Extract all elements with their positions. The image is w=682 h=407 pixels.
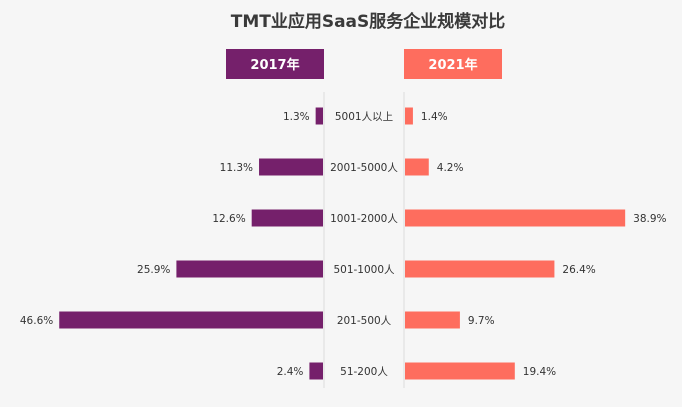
value-label-2021-1: 4.2% (437, 162, 464, 174)
legend-header-2017 (226, 49, 324, 79)
bar-2017-3 (176, 260, 323, 278)
bar-2017-5 (309, 362, 323, 380)
value-label-2021-0: 1.4% (421, 111, 448, 123)
value-label-2017-5: 2.4% (277, 366, 304, 378)
bar-2021-0 (405, 107, 413, 125)
legend-label-2017: 2017年 (250, 57, 299, 73)
category-label-2: 1001-2000人 (330, 213, 398, 225)
value-label-2017-1: 11.3% (220, 162, 253, 174)
category-label-1: 2001-5000人 (330, 162, 398, 174)
category-label-4: 201-500人 (337, 315, 392, 327)
category-label-5: 51-200人 (340, 366, 388, 378)
value-label-2021-3: 26.4% (562, 264, 595, 276)
legend-header-2021 (404, 49, 502, 79)
value-label-2021-2: 38.9% (633, 213, 666, 225)
chart-title: TMT业应用SaaS服务企业规模对比 (231, 11, 506, 32)
bar-2021-3 (405, 260, 555, 278)
bar-2021-4 (405, 311, 460, 329)
bar-2017-1 (259, 158, 323, 176)
bar-2017-0 (315, 107, 323, 125)
value-label-2021-4: 9.7% (468, 315, 495, 327)
value-label-2017-2: 12.6% (212, 213, 245, 225)
bar-2017-2 (251, 209, 323, 227)
legend-label-2021: 2021年 (428, 57, 477, 73)
value-label-2017-3: 25.9% (137, 264, 170, 276)
category-label-3: 501-1000人 (333, 264, 395, 276)
category-label-0: 5001人以上 (335, 111, 393, 123)
bar-2021-2 (405, 209, 626, 227)
bar-2021-5 (405, 362, 515, 380)
bar-2017-4 (59, 311, 324, 329)
chart-marks: 1.3% 1.4% 5001人以上 11.3% 4.2% 2001-5000人 12.6% 3… (20, 107, 667, 380)
bar-2021-1 (405, 158, 429, 176)
value-label-2021-5: 19.4% (523, 366, 556, 378)
value-label-2017-0: 1.3% (283, 111, 310, 123)
value-label-2017-4: 46.6% (20, 315, 53, 327)
